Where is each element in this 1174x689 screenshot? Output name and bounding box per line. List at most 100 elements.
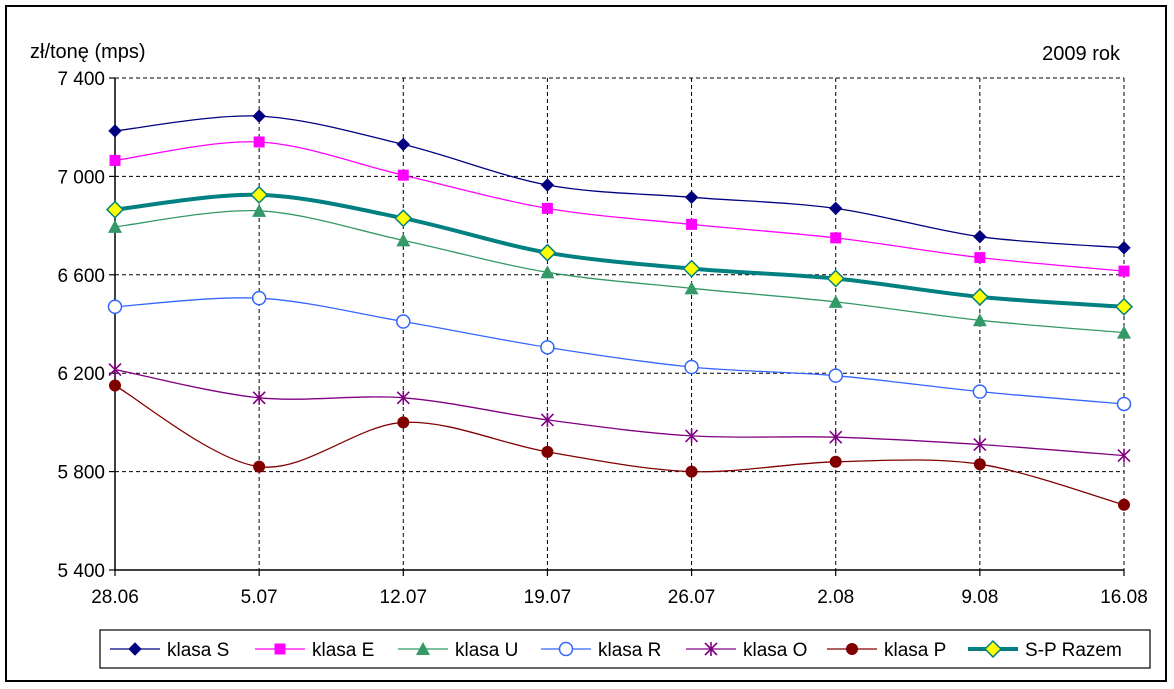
series-line: [114, 192, 1125, 309]
y-ticks: 5 400 5 800 6 200 6 600 7 000 7 400: [57, 69, 115, 582]
data-point-marker: [558, 641, 574, 657]
data-point-marker: [250, 185, 269, 204]
series-klasa-r: [107, 290, 1132, 412]
legend-label: klasa E: [312, 640, 374, 661]
legend-item: klasa P: [827, 640, 946, 661]
y-tick-label: 7 400: [57, 69, 105, 90]
data-point-marker: [685, 428, 699, 443]
legend-label: klasa S: [167, 640, 229, 661]
data-point-marker: [828, 368, 843, 383]
data-point-marker: [973, 229, 987, 244]
data-point-marker: [108, 219, 122, 233]
data-point-marker: [684, 190, 699, 205]
x-ticks: 28.06 5.07 12.07 19.07 26.07 2.08 9.08 16.08: [91, 570, 1148, 608]
data-point-marker: [251, 290, 267, 306]
data-point-marker: [396, 233, 411, 247]
series-line: [114, 115, 1125, 249]
x-tick-label: 12.07: [380, 587, 428, 608]
legend-label: klasa U: [455, 640, 518, 661]
data-point-marker: [704, 642, 718, 656]
legend-label: klasa R: [598, 640, 661, 661]
data-point-marker: [1117, 325, 1131, 339]
data-point-marker: [974, 252, 986, 264]
legend-items: klasa S klasa E klasa U klasa R klasa O klasa…: [110, 639, 1122, 661]
legend-item: klasa U: [398, 640, 518, 661]
data-point-marker: [107, 299, 123, 315]
x-tick-label: 28.06: [91, 587, 139, 608]
data-point-marker: [396, 314, 411, 329]
data-point-marker: [1117, 241, 1131, 255]
data-point-marker: [274, 643, 286, 655]
data-point-marker: [396, 390, 410, 405]
y-tick-label: 7 000: [57, 167, 105, 188]
legend-item: klasa E: [255, 640, 374, 661]
data-point-marker: [540, 340, 555, 355]
series-line: [114, 384, 1125, 506]
year-annotation: 2009 rok: [1042, 43, 1121, 65]
data-point-marker: [972, 313, 987, 327]
data-point-marker: [540, 265, 555, 279]
data-point-marker: [972, 384, 988, 399]
y-tick-label: 5 800: [57, 463, 105, 484]
series-klasa-s: [108, 109, 1131, 255]
data-point-marker: [109, 154, 121, 166]
y-tick-label: 6 600: [57, 266, 105, 287]
legend-item: klasa R: [541, 640, 661, 661]
data-point-marker: [540, 412, 554, 427]
series-line: [114, 209, 1125, 334]
data-point-marker: [970, 287, 989, 307]
data-point-marker: [397, 416, 410, 429]
data-point-marker: [128, 642, 142, 656]
y-tick-label: 5 400: [57, 561, 105, 582]
data-point-marker: [252, 390, 266, 405]
data-point-marker: [829, 201, 843, 216]
data-point-marker: [828, 294, 843, 308]
data-point-marker: [973, 437, 987, 452]
legend-item: S-P Razem: [968, 639, 1122, 661]
legend-label: S-P Razem: [1025, 640, 1122, 661]
data-point-marker: [685, 465, 698, 478]
legend-item: klasa O: [686, 640, 807, 661]
data-point-marker: [105, 200, 125, 219]
data-point-marker: [1118, 498, 1130, 511]
data-point-marker: [253, 136, 265, 148]
data-point-marker: [540, 178, 555, 192]
data-point-marker: [253, 460, 266, 473]
data-point-marker: [538, 243, 557, 262]
data-point-marker: [394, 209, 413, 228]
series-klasa-e: [109, 136, 1130, 277]
data-point-marker: [541, 445, 554, 458]
series-line: [114, 297, 1125, 405]
data-point-marker: [686, 218, 698, 230]
data-point-marker: [973, 458, 986, 471]
data-point-marker: [826, 269, 845, 288]
legend-label: klasa P: [884, 640, 946, 661]
series-s-p-razem: [105, 185, 1134, 316]
data-point-marker: [541, 202, 553, 214]
series-klasa-p: [109, 379, 1130, 511]
plot-area: [115, 78, 1124, 570]
x-tick-label: 16.08: [1100, 587, 1148, 608]
data-point-marker: [684, 281, 699, 295]
x-tick-label: 5.07: [241, 587, 278, 608]
series-klasa-u: [108, 203, 1131, 339]
legend-label: klasa O: [743, 640, 807, 661]
data-point-marker: [829, 455, 842, 468]
data-point-marker: [983, 639, 1003, 659]
series-lines: [105, 109, 1134, 511]
data-point-marker: [1118, 265, 1130, 277]
data-point-marker: [829, 430, 843, 445]
series-klasa-o: [108, 362, 1131, 463]
x-tick-label: 19.07: [524, 587, 572, 608]
legend-item: klasa S: [110, 640, 229, 661]
y-axis-label: zł/tonę (mps): [30, 41, 146, 63]
data-point-marker: [1114, 297, 1134, 316]
x-tick-label: 9.08: [961, 587, 998, 608]
x-tick-label: 26.07: [668, 587, 716, 608]
data-point-marker: [682, 259, 701, 278]
series-line: [114, 141, 1125, 272]
data-point-marker: [396, 137, 410, 152]
data-point-marker: [252, 109, 266, 123]
data-point-marker: [416, 642, 430, 655]
